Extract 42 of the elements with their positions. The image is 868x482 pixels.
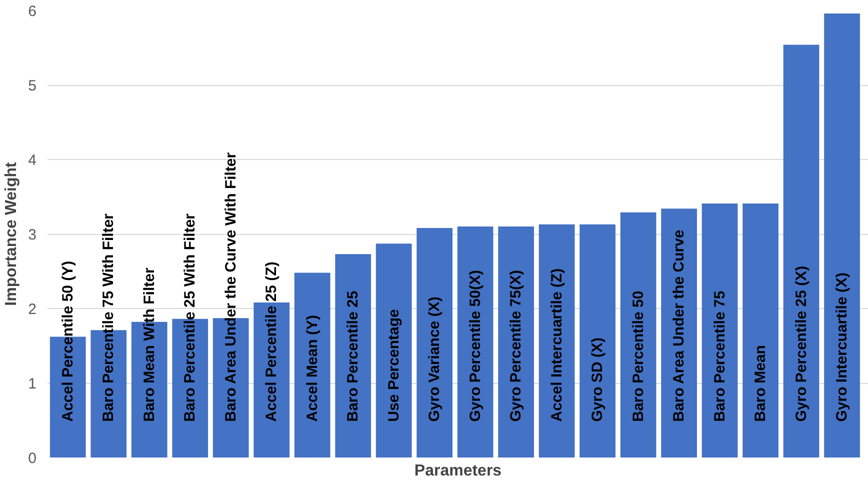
bar: [620, 212, 656, 458]
bar: [824, 13, 860, 458]
bar: [254, 302, 290, 458]
y-tick-label: 1: [28, 376, 36, 392]
x-tick-label: Accel Mean (Y): [304, 315, 321, 422]
bar: [742, 203, 778, 458]
x-tick-label: Use Percentage: [385, 309, 402, 422]
bar: [416, 228, 452, 458]
y-tick-label: 0: [28, 450, 36, 467]
x-tick-label: Baro Area Under the Curve With Filter: [222, 152, 240, 422]
x-tick-label: Gyro Variance (X): [426, 296, 444, 422]
x-tick-label: Gyro Intercuartile (X): [834, 272, 851, 422]
y-tick-label: 2: [28, 301, 36, 318]
bar: [661, 208, 697, 458]
x-tick-label: Baro Percentile 75 With Filter: [100, 213, 118, 422]
y-tick-label: 3: [28, 226, 36, 244]
bar: [335, 254, 372, 458]
x-tick-label: Accel Percentile 25 (Z): [263, 262, 280, 422]
x-tick-label: Gyro Percentile 25 (X): [792, 266, 810, 422]
x-tick-label: Baro Area Under the Curve: [670, 230, 688, 422]
x-tick-label: Gyro Percentile 75(X): [508, 270, 525, 422]
bar: [702, 203, 738, 458]
x-tick-label: Gyro SD (X): [589, 338, 606, 422]
x-tick-label: Gyro Percentile 50(X): [466, 270, 484, 422]
x-axis-title: Parameters: [414, 462, 502, 480]
bar: [580, 224, 616, 458]
x-tick-label: Accel Intercuartile (Z): [548, 268, 566, 422]
x-tick-label: Baro Mean: [752, 345, 770, 422]
bar: [498, 226, 534, 458]
x-tick-label: Baro Percentile 25 With Filter: [182, 213, 199, 422]
x-tick-label: Accel Percentile 50 (Y): [59, 260, 76, 422]
y-axis-title: Importance Weight: [3, 161, 20, 306]
y-tick-label: 5: [28, 78, 36, 94]
x-tick-label: Baro Percentile 50: [630, 290, 647, 422]
y-tick-label: 4: [28, 152, 36, 169]
x-tick-label: Baro Percentile 25: [344, 290, 362, 422]
x-tick-label: Baro Percentile 75: [711, 290, 728, 422]
bar: [294, 272, 330, 458]
x-tick-label: Baro Mean With Filter: [140, 268, 158, 422]
y-tick-label: 6: [28, 3, 36, 20]
bar: [783, 44, 820, 458]
bar: [376, 244, 412, 458]
